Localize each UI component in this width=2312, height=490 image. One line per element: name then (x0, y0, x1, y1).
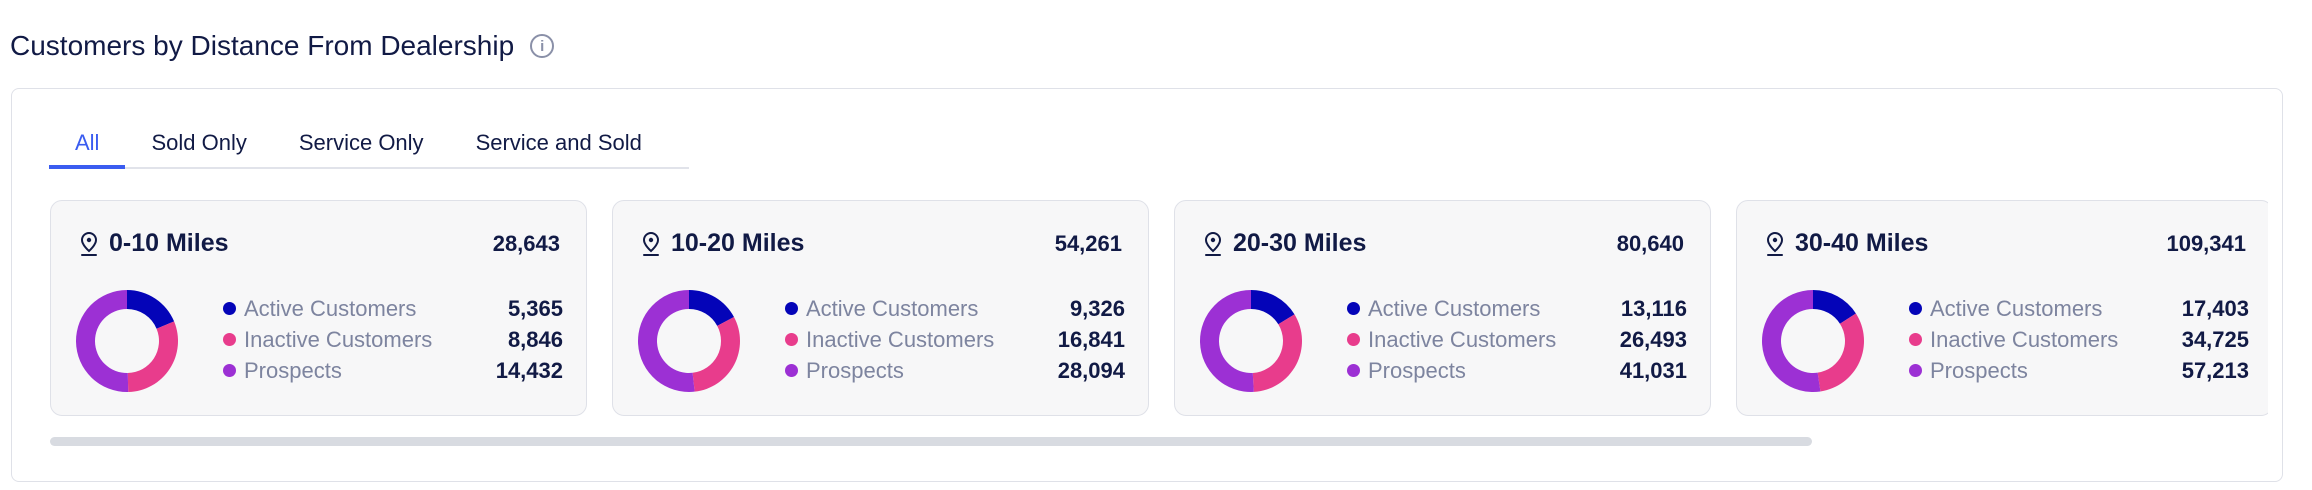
card-total: 109,341 (2166, 231, 2246, 256)
donut-segment[interactable] (1817, 313, 1864, 392)
donut-segment[interactable] (1252, 314, 1302, 392)
donut-segment[interactable] (127, 321, 178, 392)
legend-row: Active Customers 17,403 (1909, 293, 2249, 324)
donut-segment[interactable] (75, 290, 129, 392)
legend-dot (785, 364, 798, 377)
legend-row: Inactive Customers 8,846 (223, 324, 563, 355)
legend-value: 57,213 (2181, 357, 2249, 383)
legend-value: 9,326 (1069, 295, 1125, 321)
legend-dot (223, 333, 236, 346)
donut-segment[interactable] (127, 290, 175, 329)
section-title-text: Customers by Distance From Dealership (10, 30, 515, 61)
legend-row: Prospects 41,031 (1347, 355, 1687, 386)
legend: Active Customers 13,116 Inactive Customers… (1347, 293, 1687, 386)
legend-label: Inactive Customers (1930, 326, 2119, 352)
legend-dot (1347, 364, 1360, 377)
legend: Active Customers 17,403 Inactive Customers… (1909, 293, 2249, 386)
donut-segment[interactable] (1200, 290, 1254, 392)
donut-segment[interactable] (692, 316, 740, 392)
legend-value: 14,432 (495, 357, 563, 383)
donut-chart (1200, 290, 1302, 392)
card-header: 20-30 Miles (1203, 229, 1366, 258)
legend-dot (785, 333, 798, 346)
legend-value: 28,094 (1057, 357, 1125, 383)
tab-all[interactable]: All (49, 119, 126, 169)
legend-label: Prospects (806, 357, 904, 383)
legend-label: Active Customers (1368, 295, 1541, 321)
legend-value: 26,493 (1619, 326, 1687, 352)
location-pin-icon (642, 231, 660, 256)
legend-value: 13,116 (1620, 295, 1687, 321)
legend-label: Inactive Customers (806, 326, 995, 352)
legend-row: Inactive Customers 34,725 (1909, 324, 2249, 355)
donut-segment[interactable] (638, 290, 695, 392)
distance-card: 0-10 Miles 28,643 Active Customers 5,365 I… (50, 200, 587, 416)
card-title: 10-20 Miles (671, 229, 805, 257)
legend-dot (785, 302, 798, 315)
tab-service-only[interactable]: Service Only (298, 130, 424, 155)
legend-row: Prospects 14,432 (223, 355, 563, 386)
legend-label: Inactive Customers (244, 326, 433, 352)
card-total: 54,261 (1054, 231, 1122, 256)
legend-value: 16,841 (1057, 326, 1125, 352)
card-header: 0-10 Miles (79, 229, 229, 258)
distance-panel: All Sold Only Service Only Service and S… (11, 88, 2283, 482)
legend-label: Active Customers (806, 295, 979, 321)
legend-row: Inactive Customers 16,841 (785, 324, 1125, 355)
distance-card: 10-20 Miles 54,261 Active Customers 9,326… (612, 200, 1149, 416)
legend-value: 41,031 (1619, 357, 1687, 383)
distance-card: 30-40 Miles 109,341 Active Customers 17,4… (1736, 200, 2268, 416)
legend-dot (1347, 333, 1360, 346)
legend-value: 17,403 (2181, 295, 2249, 321)
card-total: 28,643 (492, 231, 560, 256)
legend-dot (223, 302, 236, 315)
legend-row: Active Customers 13,116 (1347, 293, 1687, 324)
legend-value: 34,725 (2181, 326, 2249, 352)
info-icon[interactable]: i (530, 34, 555, 58)
legend-label: Prospects (1368, 357, 1466, 383)
donut-chart (638, 290, 740, 392)
legend-dot (223, 364, 236, 377)
legend-label: Active Customers (244, 295, 417, 321)
donut-chart (1762, 290, 1864, 392)
card-header: 30-40 Miles (1765, 229, 1928, 258)
legend-dot (1909, 333, 1922, 346)
legend-value: 8,846 (507, 326, 563, 352)
tab-sold-only[interactable]: Sold Only (151, 130, 247, 155)
tab-service-and-sold[interactable]: Service and Sold (475, 130, 642, 155)
card-title: 20-30 Miles (1233, 229, 1367, 257)
legend: Active Customers 5,365 Inactive Customers 8… (223, 293, 563, 386)
legend-dot (1347, 302, 1360, 315)
card-header: 10-20 Miles (641, 229, 804, 258)
location-pin-icon (1204, 231, 1222, 256)
donut-chart (75, 290, 178, 392)
section-title: Customers by Distance From Dealership i (10, 30, 555, 62)
donut-segment[interactable] (689, 290, 734, 326)
legend-label: Prospects (1930, 357, 2028, 383)
location-pin-icon (80, 231, 98, 256)
donut-segment[interactable] (1251, 290, 1295, 325)
legend-label: Inactive Customers (1368, 326, 1557, 352)
card-title: 30-40 Miles (1795, 229, 1929, 257)
legend: Active Customers 9,326 Inactive Customers 1… (785, 293, 1125, 386)
legend-value: 5,365 (507, 295, 563, 321)
distance-card: 20-30 Miles 80,640 Active Customers 13,11… (1174, 200, 1711, 416)
distance-cards: 0-10 Miles 28,643 Active Customers 5,365 I… (50, 200, 2268, 418)
legend-row: Active Customers 5,365 (223, 293, 563, 324)
legend-row: Active Customers 9,326 (785, 293, 1125, 324)
donut-segment[interactable] (1762, 290, 1821, 392)
legend-row: Inactive Customers 26,493 (1347, 324, 1687, 355)
legend-row: Prospects 28,094 (785, 355, 1125, 386)
card-total: 80,640 (1616, 231, 1684, 256)
legend-label: Prospects (244, 357, 342, 383)
legend-label: Active Customers (1930, 295, 2103, 321)
legend-dot (1909, 364, 1922, 377)
legend-dot (1909, 302, 1922, 315)
legend-row: Prospects 57,213 (1909, 355, 2249, 386)
card-title: 0-10 Miles (109, 229, 229, 257)
location-pin-icon (1766, 231, 1784, 256)
horizontal-scrollbar[interactable] (50, 437, 1812, 446)
tab-bar: All Sold Only Service Only Service and S… (49, 119, 689, 169)
donut-segment[interactable] (1813, 290, 1856, 324)
